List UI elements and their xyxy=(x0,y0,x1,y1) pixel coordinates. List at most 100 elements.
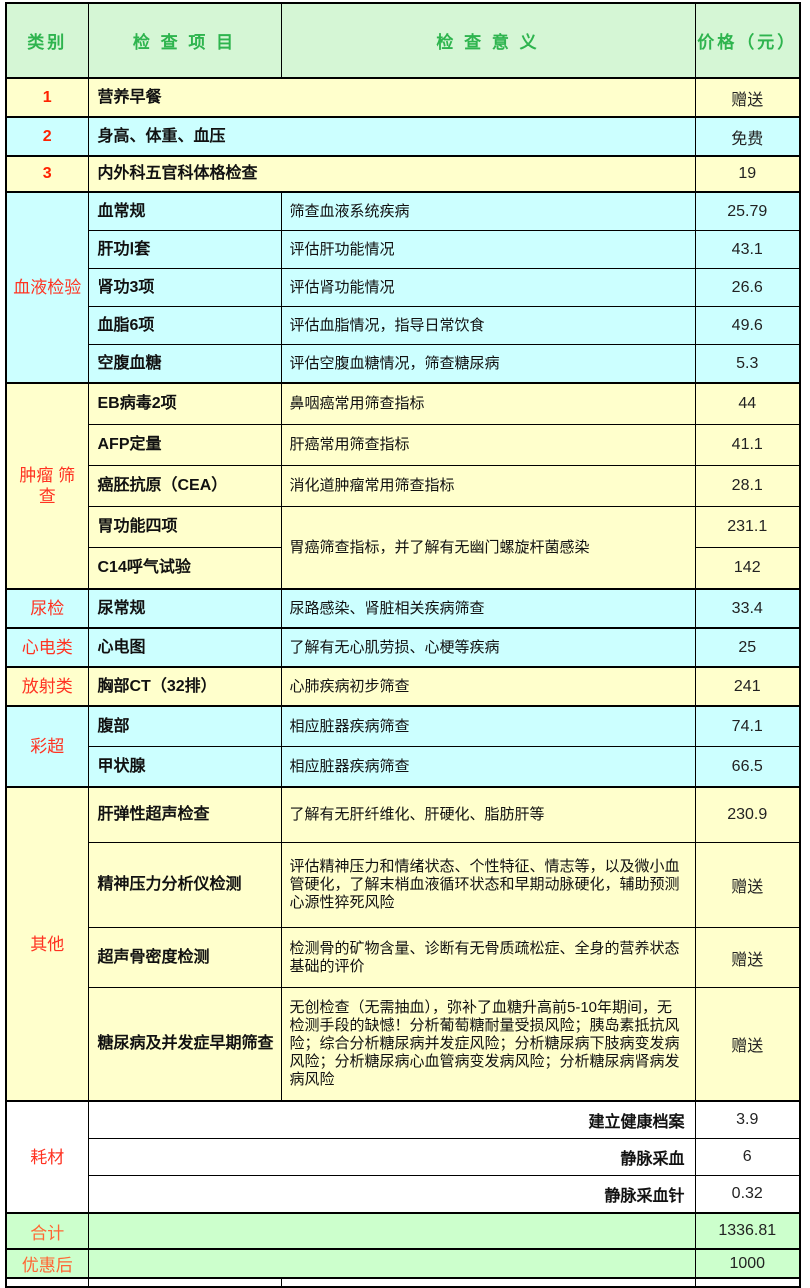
discount-row: 优惠后 1000 xyxy=(5,1248,801,1279)
item-cell: 营养早餐 xyxy=(87,77,696,118)
price-cell: 19 xyxy=(694,155,801,193)
meaning-cell: 鼻咽癌常用筛查指标 xyxy=(280,382,696,425)
item-cell: 腹部 xyxy=(87,705,282,747)
empty-cell xyxy=(87,1212,696,1250)
table-row: 静脉采血针 0.32 xyxy=(6,1175,801,1214)
row-number: 3 xyxy=(5,155,89,193)
item-cell: 肾功3项 xyxy=(87,268,282,307)
category-consumables: 耗材 xyxy=(5,1100,89,1214)
item-cell: 静脉采血 xyxy=(87,1138,696,1176)
row-number: 1 xyxy=(5,77,89,118)
price-cell: 33.4 xyxy=(694,588,801,629)
table-row: 肝功Ⅰ套 评估肝功能情况 43.1 xyxy=(6,230,801,269)
table-row: 放射类 胸部CT（32排） 心肺疾病初步筛查 241 xyxy=(5,666,801,707)
meaning-cell: 尿路感染、肾脏相关疾病筛查 xyxy=(280,588,696,629)
price-cell: 25.79 xyxy=(694,191,801,231)
category-ultrasound: 彩超 xyxy=(5,705,89,788)
category-radiology: 放射类 xyxy=(5,666,89,707)
meaning-cell: 评估肝功能情况 xyxy=(280,230,696,269)
price-cell: 3.9 xyxy=(694,1100,801,1139)
table-row: 甲状腺 相应脏器疾病筛查 66.5 xyxy=(6,746,801,788)
item-cell: 癌胚抗原（CEA） xyxy=(87,465,282,507)
table-row: 肿瘤 筛查 EB病毒2项 鼻咽癌常用筛查指标 44 xyxy=(5,382,801,590)
table-row: 耗材 建立健康档案 3.9 xyxy=(5,1100,801,1214)
meaning-cell: 相应脏器疾病筛查 xyxy=(280,705,696,747)
discount-price: 1000 xyxy=(694,1248,801,1279)
price-cell: 5.3 xyxy=(694,344,801,384)
item-cell: 心电图 xyxy=(87,627,282,668)
discount-label: 优惠后 xyxy=(5,1248,89,1279)
price-cell: 免费 xyxy=(694,116,801,157)
table-row: 尿检 尿常规 尿路感染、肾脏相关疾病筛查 33.4 xyxy=(5,588,801,629)
meaning-cell: 评估血脂情况，指导日常饮食 xyxy=(280,306,696,345)
item-cell: 胃功能四项 xyxy=(87,506,282,548)
item-cell: 血常规 xyxy=(87,191,282,231)
meaning-cell: 相应脏器疾病筛查 xyxy=(280,746,696,788)
meaning-cell: 评估精神压力和情绪状态、个性特征、情志等，以及微小血管硬化，了解末梢血液循环状态… xyxy=(280,842,696,928)
total-price: 1336.81 xyxy=(694,1212,801,1250)
item-cell: 静脉采血针 xyxy=(87,1175,696,1214)
table-row: 精神压力分析仪检测 评估精神压力和情绪状态、个性特征、情志等，以及微小血管硬化，… xyxy=(6,842,801,928)
table-row: 静脉采血 6 xyxy=(6,1138,801,1176)
item-cell: 甲状腺 xyxy=(87,746,282,788)
table-row: 血脂6项 评估血脂情况，指导日常饮食 49.6 xyxy=(6,306,801,345)
column-header-price: 价格（元） xyxy=(694,2,801,79)
item-cell: 建立健康档案 xyxy=(87,1100,696,1139)
meaning-cell: 无创检查（无需抽血），弥补了血糖升高前5-10年期间，无检测手段的缺憾！分析葡萄… xyxy=(280,987,696,1102)
price-cell: 6 xyxy=(694,1138,801,1176)
price-cell: 28.1 xyxy=(694,465,801,507)
price-cell: 26.6 xyxy=(694,268,801,307)
price-cell: 241 xyxy=(694,666,801,707)
empty-cell xyxy=(694,1277,801,1287)
meaning-cell: 心肺疾病初步筛查 xyxy=(280,666,696,707)
category-blood: 血液检验 xyxy=(5,191,89,384)
meaning-cell: 筛查血液系统疾病 xyxy=(280,191,696,231)
price-cell: 230.9 xyxy=(694,786,801,843)
category-tumor: 肿瘤 筛查 xyxy=(5,382,89,590)
price-cell: 44 xyxy=(694,382,801,425)
item-cell: 尿常规 xyxy=(87,588,282,629)
item-cell: 内外科五官科体格检查 xyxy=(87,155,696,193)
table-row: 3 内外科五官科体格检查 19 xyxy=(5,155,801,193)
meaning-cell: 了解有无肝纤维化、肝硬化、脂肪肝等 xyxy=(280,786,696,843)
table-row: 超声骨密度检测 检测骨的矿物含量、诊断有无骨质疏松症、全身的营养状态基础的评价 … xyxy=(6,927,801,988)
empty-cell xyxy=(87,1248,696,1279)
item-cell: C14呼气试验 xyxy=(87,547,282,590)
item-cell: AFP定量 xyxy=(87,424,282,466)
health-checkup-price-table: 类别 检 查 项 目 检 查 意 义 价格（元） 1 营养早餐 赠送 2 身高、… xyxy=(5,2,801,1288)
total-row: 合计 1336.81 xyxy=(5,1212,801,1250)
item-cell: 身高、体重、血压 xyxy=(87,116,696,157)
item-cell: EB病毒2项 xyxy=(87,382,282,425)
category-other: 其他 xyxy=(5,786,89,1102)
price-cell: 赠送 xyxy=(694,927,801,988)
column-header-item: 检 查 项 目 xyxy=(87,2,282,79)
empty-cell xyxy=(5,1277,89,1287)
column-header-meaning: 检 查 意 义 xyxy=(280,2,696,79)
row-number: 2 xyxy=(5,116,89,157)
table-row: 其他 肝弹性超声检查 了解有无肝纤维化、肝硬化、脂肪肝等 230.9 xyxy=(5,786,801,1102)
price-cell: 赠送 xyxy=(694,842,801,928)
meaning-cell: 检测骨的矿物含量、诊断有无骨质疏松症、全身的营养状态基础的评价 xyxy=(280,927,696,988)
empty-cell xyxy=(280,1277,696,1287)
price-cell: 赠送 xyxy=(694,987,801,1102)
category-urine: 尿检 xyxy=(5,588,89,629)
price-cell: 231.1 xyxy=(694,506,801,548)
column-header-category: 类别 xyxy=(5,2,89,79)
price-cell: 0.32 xyxy=(694,1175,801,1214)
item-cell: 空腹血糖 xyxy=(87,344,282,384)
total-label: 合计 xyxy=(5,1212,89,1250)
empty-cell xyxy=(87,1277,282,1287)
price-cell: 41.1 xyxy=(694,424,801,466)
category-ecg: 心电类 xyxy=(5,627,89,668)
item-cell: 血脂6项 xyxy=(87,306,282,345)
table-row: 癌胚抗原（CEA） 消化道肿瘤常用筛查指标 28.1 xyxy=(6,465,801,507)
price-cell: 74.1 xyxy=(694,705,801,747)
item-cell: 精神压力分析仪检测 xyxy=(87,842,282,928)
item-cell: 肝功Ⅰ套 xyxy=(87,230,282,269)
table-row: 1 营养早餐 赠送 xyxy=(5,77,801,118)
table-row: 糖尿病及并发症早期筛查 无创检查（无需抽血），弥补了血糖升高前5-10年期间，无… xyxy=(6,987,801,1102)
meaning-cell-merged: 胃癌筛查指标，并了解有无幽门螺旋杆菌感染 xyxy=(280,506,696,590)
item-cell: 胸部CT（32排） xyxy=(87,666,282,707)
meaning-cell: 了解有无心肌劳损、心梗等疾病 xyxy=(280,627,696,668)
meaning-cell: 评估空腹血糖情况，筛查糖尿病 xyxy=(280,344,696,384)
